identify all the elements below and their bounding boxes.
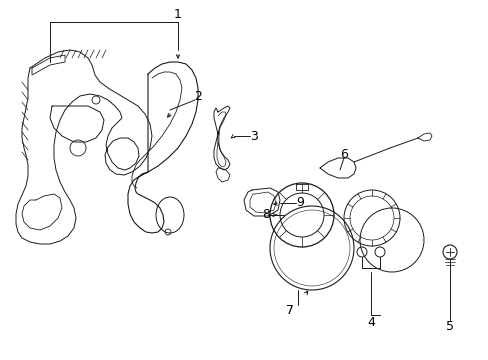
Text: 1: 1 (174, 9, 182, 22)
Text: 7: 7 (285, 303, 293, 316)
Text: 4: 4 (366, 315, 374, 328)
Text: 2: 2 (194, 90, 202, 103)
Text: 8: 8 (262, 208, 269, 221)
Text: 9: 9 (295, 197, 304, 210)
Text: 3: 3 (249, 130, 257, 143)
Text: 6: 6 (339, 148, 347, 161)
Text: 5: 5 (445, 320, 453, 333)
